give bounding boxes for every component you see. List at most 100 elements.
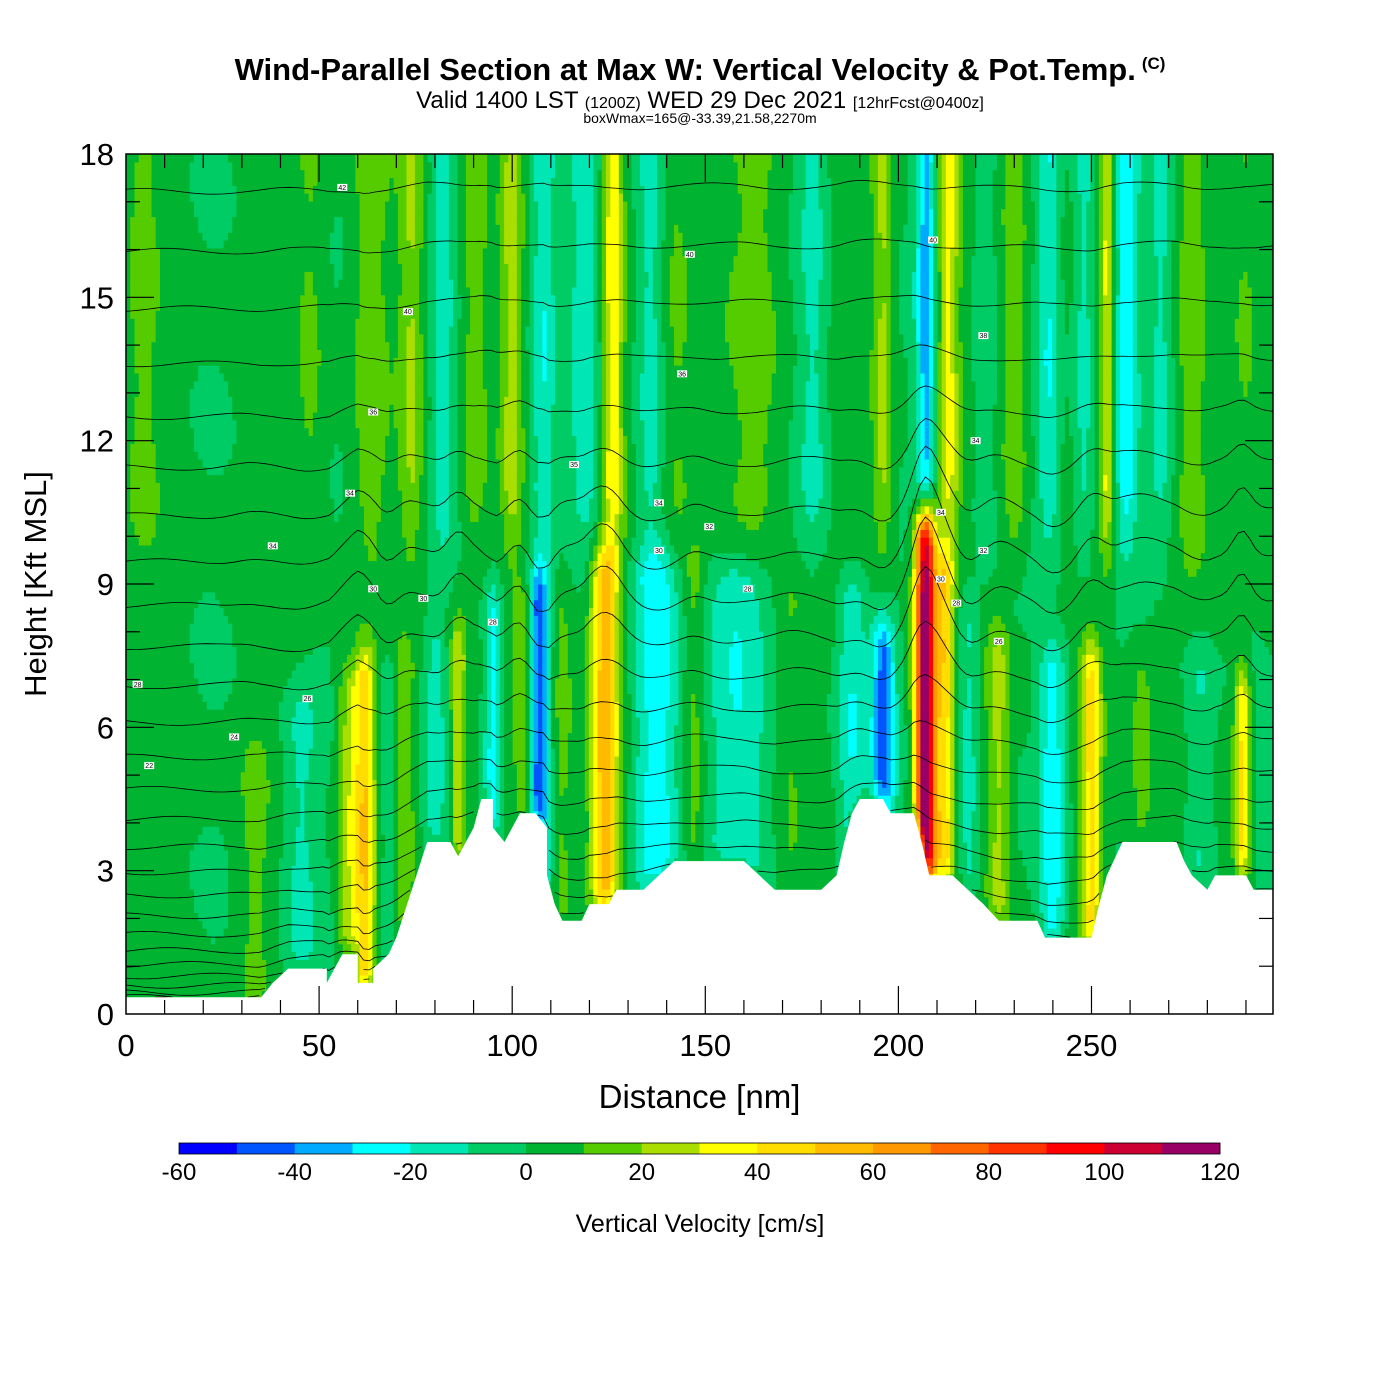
w-cell — [491, 779, 497, 788]
w-cell — [920, 615, 930, 624]
w-cell — [958, 810, 964, 820]
w-cell — [691, 740, 701, 749]
w-cell — [1103, 732, 1108, 741]
w-cell — [397, 654, 412, 663]
w-cell — [482, 771, 488, 780]
w-cell — [126, 795, 246, 804]
w-cell — [988, 834, 998, 843]
w-cell — [737, 630, 764, 640]
w-cell — [1056, 662, 1066, 671]
w-cell — [979, 849, 989, 859]
w-cell — [708, 748, 718, 757]
w-cell — [376, 818, 382, 827]
w-cell — [614, 849, 620, 859]
w-cell — [610, 802, 616, 812]
w-cell — [916, 646, 921, 655]
w-cell — [393, 716, 399, 726]
w-cell — [988, 912, 1011, 921]
w-cell — [703, 623, 713, 632]
w-cell — [894, 709, 900, 718]
w-cell — [984, 888, 994, 898]
w-cell — [648, 748, 667, 757]
w-cell — [542, 693, 548, 702]
w-cell — [644, 779, 667, 788]
w-cell — [1043, 771, 1062, 780]
w-cell — [839, 740, 849, 749]
w-cell — [355, 638, 378, 648]
w-cell — [1047, 724, 1057, 734]
w-cell — [788, 779, 794, 788]
w-cell — [954, 849, 960, 859]
w-cell — [1086, 771, 1091, 780]
w-cell — [338, 928, 344, 937]
w-cell — [597, 623, 603, 632]
w-cell — [984, 685, 994, 694]
w-cell — [1234, 842, 1240, 851]
w-cell — [759, 756, 777, 765]
w-cell — [1217, 865, 1236, 874]
w-cell — [1077, 732, 1083, 741]
w-cell — [351, 716, 361, 726]
w-cell — [869, 623, 879, 632]
w-cell — [550, 865, 556, 874]
w-cell — [979, 787, 989, 796]
w-cell — [593, 857, 599, 866]
w-cell — [338, 732, 344, 741]
w-cell — [954, 662, 960, 671]
w-cell — [126, 677, 199, 687]
w-cell — [244, 951, 263, 960]
w-cell — [444, 638, 450, 648]
w-cell — [461, 685, 467, 694]
w-cell — [1069, 724, 1079, 734]
w-cell — [1001, 740, 1011, 749]
w-cell — [312, 935, 335, 945]
w-cell — [355, 888, 369, 898]
w-cell — [933, 646, 938, 655]
w-cell — [623, 716, 633, 726]
w-cell — [1077, 842, 1083, 851]
w-cell — [894, 685, 904, 694]
w-cell — [555, 826, 590, 835]
w-cell — [886, 662, 892, 671]
w-cell — [351, 693, 361, 702]
w-cell — [1009, 818, 1019, 827]
w-cell — [933, 716, 938, 726]
w-cell — [1098, 865, 1104, 874]
w-cell — [996, 802, 1002, 812]
w-cell — [954, 779, 960, 788]
w-cell — [631, 732, 641, 741]
w-cell — [278, 881, 293, 890]
w-cell — [236, 646, 314, 655]
w-cell — [920, 740, 930, 749]
w-cell — [368, 912, 373, 921]
w-cell — [495, 677, 501, 687]
w-cell — [1030, 888, 1040, 898]
w-cell — [703, 638, 713, 648]
w-cell — [635, 630, 645, 640]
w-cell — [584, 802, 590, 812]
w-cell — [380, 810, 395, 820]
w-cell — [359, 959, 369, 968]
w-cell — [1064, 662, 1070, 671]
w-cell — [376, 693, 382, 702]
w-cell — [682, 724, 692, 734]
w-cell — [699, 771, 709, 780]
w-cell — [1247, 732, 1253, 741]
w-cell — [461, 670, 467, 679]
w-cell — [873, 724, 879, 734]
w-cell — [614, 724, 620, 734]
w-cell — [708, 779, 718, 788]
w-cell — [351, 865, 356, 874]
w-cell — [945, 740, 951, 749]
w-cell — [1094, 873, 1100, 882]
w-cell — [126, 701, 208, 710]
w-cell — [1005, 670, 1011, 679]
w-cell — [1001, 873, 1011, 882]
w-cell — [640, 748, 650, 757]
w-cell — [453, 685, 463, 694]
w-cell — [542, 615, 548, 624]
w-cell — [249, 865, 263, 874]
w-cell — [797, 818, 836, 827]
w-cell — [329, 881, 339, 890]
w-cell — [1256, 810, 1273, 820]
